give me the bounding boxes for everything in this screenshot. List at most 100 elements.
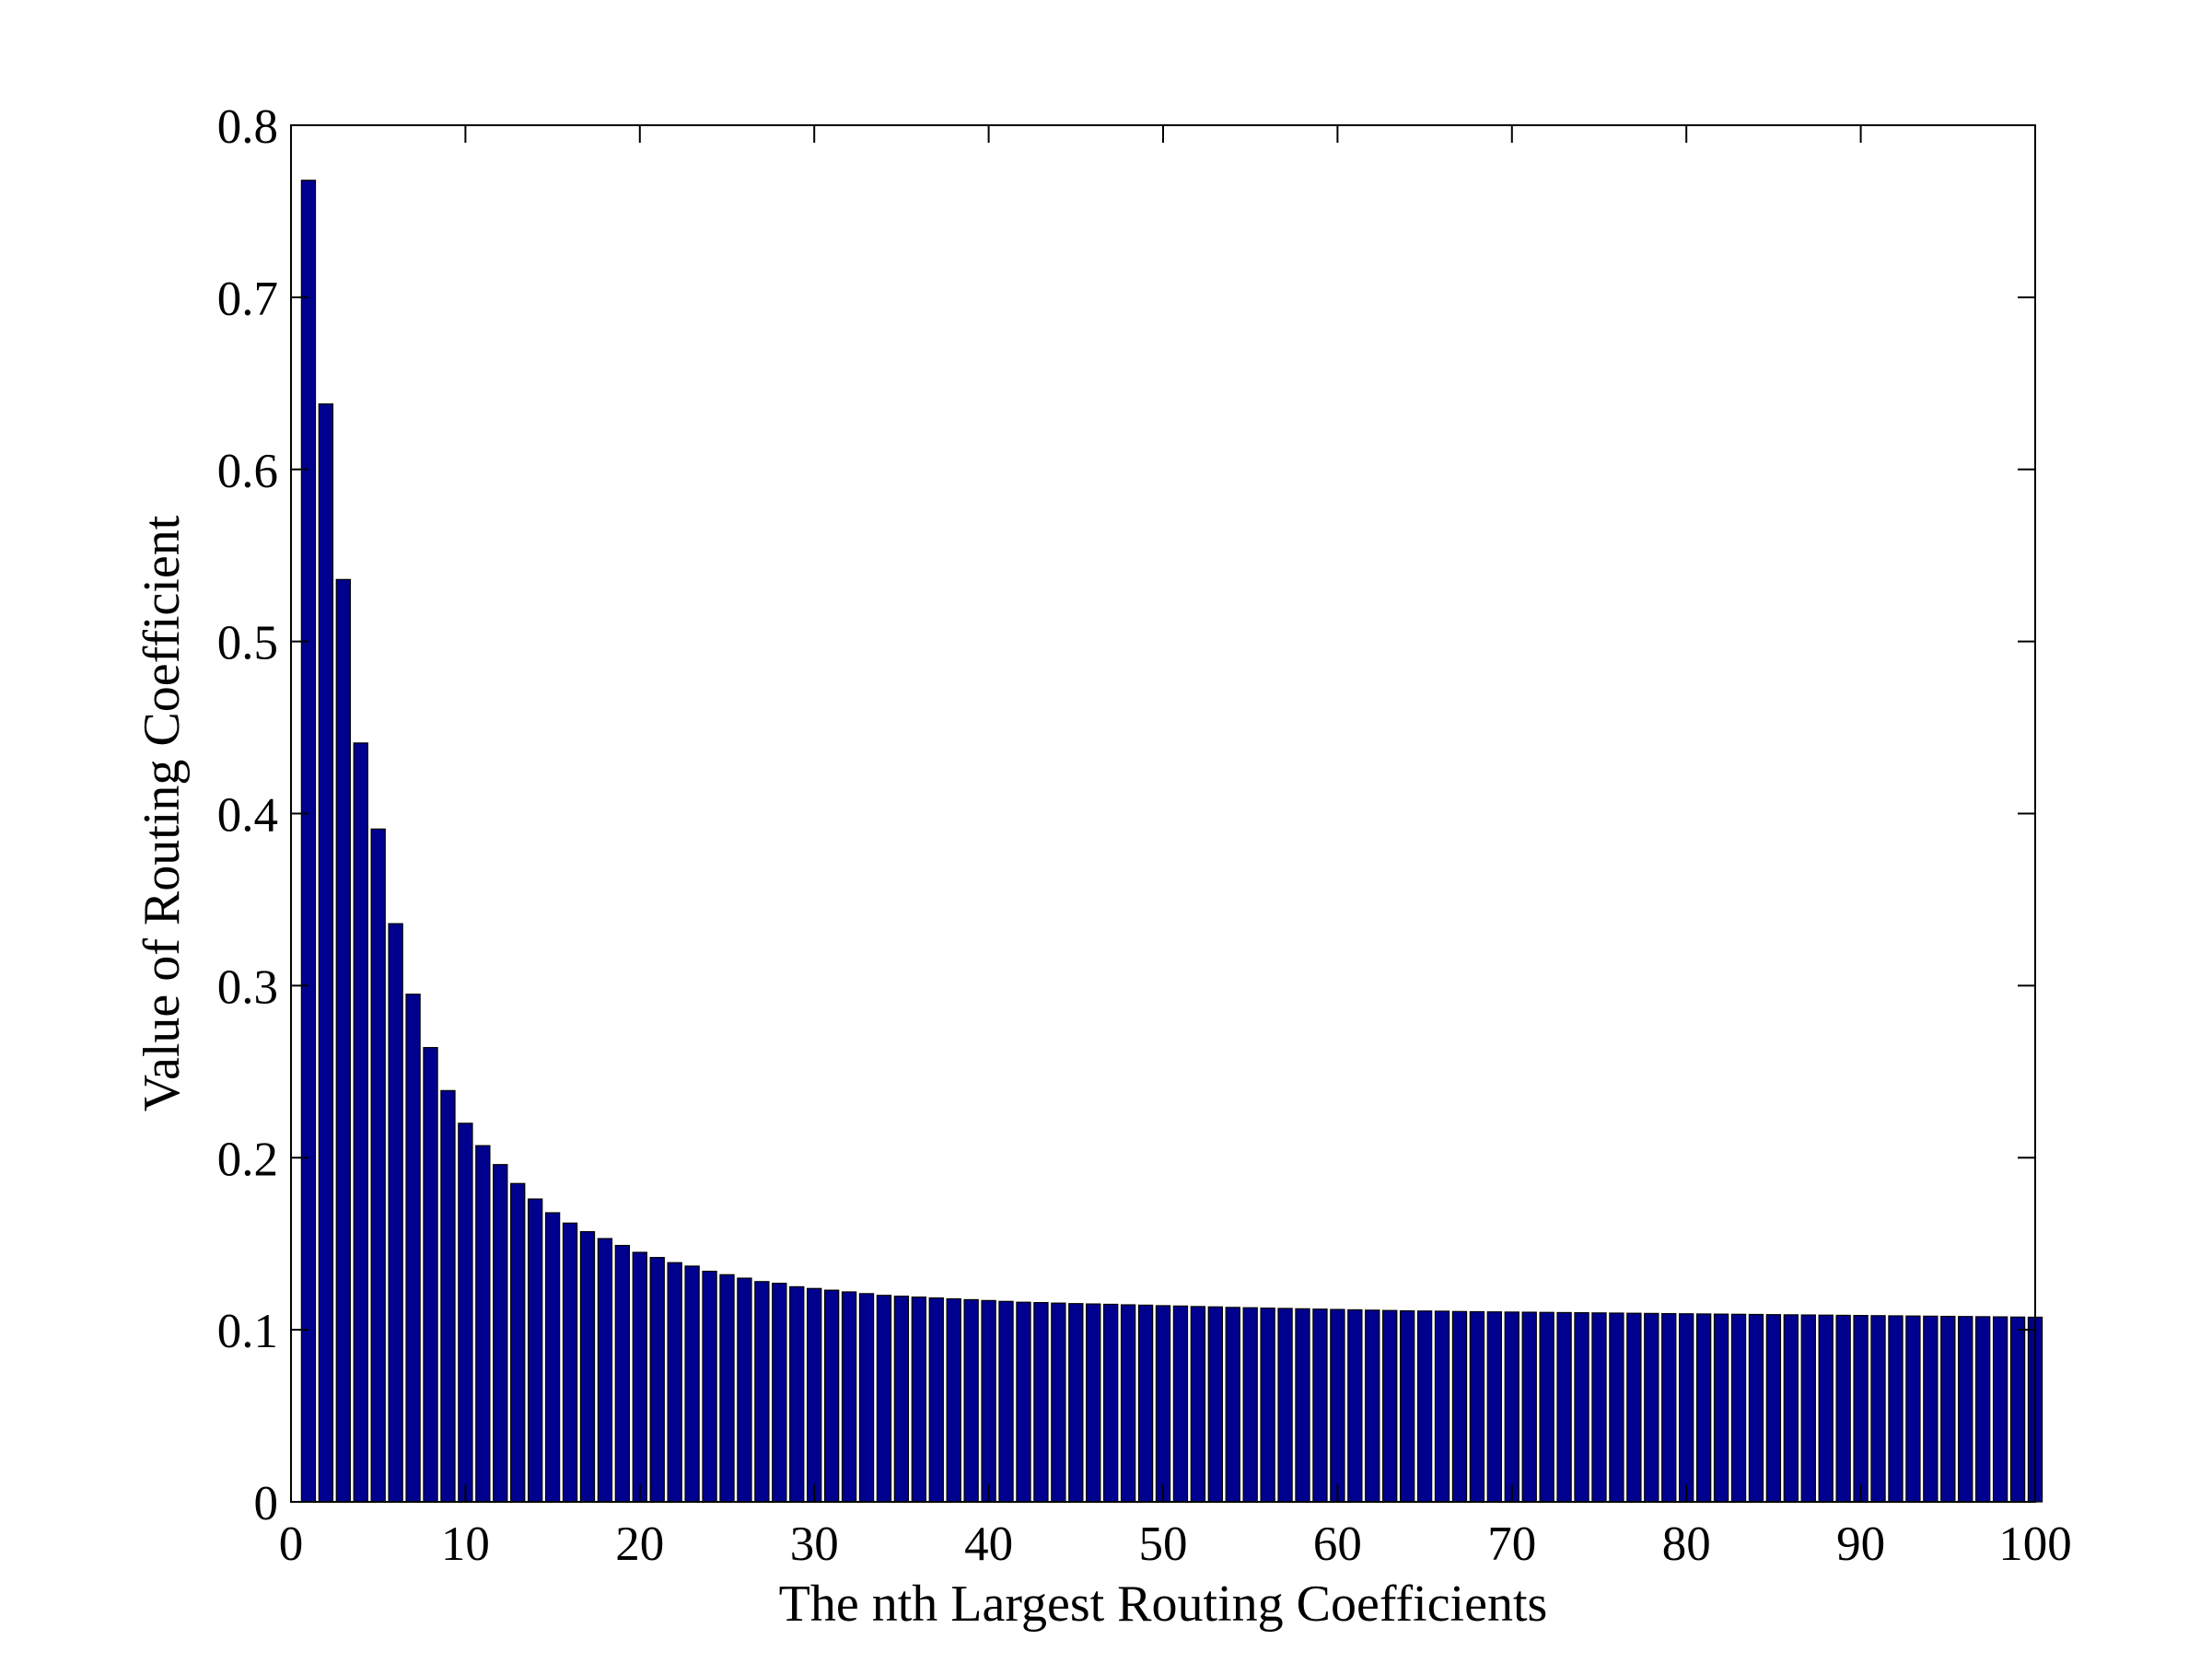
bar [1416,1310,1433,1503]
bar [946,1297,961,1503]
y-tick-label: 0 [254,1477,279,1530]
y-tick-label: 0.7 [217,273,278,326]
x-tick-label: 40 [964,1518,1013,1571]
y-ticks-group: 0 0.1 0.2 0.3 0.4 0.5 0.6 0.7 0.8 [217,100,2035,1530]
bar [1033,1301,1049,1503]
bar [1172,1305,1189,1503]
bar [667,1262,682,1503]
bar [579,1231,596,1503]
bar [1661,1312,1677,1503]
bar [300,180,317,1503]
bar [458,1122,473,1503]
bar [1312,1308,1328,1503]
bar [1975,1316,1991,1503]
bar [1434,1310,1450,1503]
bar [423,1047,438,1503]
bar [841,1291,857,1503]
bar [1086,1303,1101,1503]
bar [1242,1307,1258,1503]
bar [1992,1316,2008,1503]
bar [1295,1308,1310,1503]
bar [493,1164,508,1503]
bar [1190,1306,1206,1503]
bar [772,1283,787,1503]
x-tick-label: 70 [1487,1518,1536,1571]
x-tick-label: 100 [1998,1518,2072,1571]
bar [405,994,421,1503]
bar [1382,1309,1398,1503]
bar [1626,1312,1642,1503]
bar [684,1265,700,1503]
x-tick-label: 80 [1662,1518,1711,1571]
y-tick-label: 0.4 [217,789,278,843]
bar [823,1289,840,1503]
bar [1016,1301,1031,1503]
bar [719,1273,735,1503]
bar [1923,1315,1938,1503]
bar [963,1298,979,1503]
bar [1486,1311,1503,1503]
bar [1591,1312,1607,1503]
bar [911,1297,927,1503]
x-tick-label: 60 [1313,1518,1362,1571]
bar [562,1222,578,1503]
bar [754,1281,770,1503]
bar [1574,1312,1589,1503]
bar [1469,1310,1485,1503]
bar [1713,1313,1729,1503]
bar [1451,1310,1468,1503]
bar [597,1238,613,1503]
x-ticks-group: 0 10 20 30 40 50 60 70 80 90 100 [279,125,2072,1571]
bar [1137,1304,1154,1503]
bar [1102,1303,1119,1503]
bar [544,1212,561,1503]
bar [1853,1315,1869,1503]
bar [1155,1305,1171,1503]
bar [614,1244,631,1503]
bar [1730,1313,1747,1503]
bar [1783,1314,1799,1503]
bar [1521,1311,1537,1503]
y-tick-label: 0.2 [217,1133,278,1186]
bar [998,1300,1014,1503]
bar [893,1296,910,1503]
bar [876,1295,892,1503]
y-tick-label: 0.3 [217,960,278,1014]
x-tick-label: 90 [1836,1518,1885,1571]
bar [1748,1313,1764,1503]
bar [1347,1308,1363,1503]
bar [702,1270,717,1503]
bar [1260,1307,1275,1503]
bar [1905,1315,1921,1503]
bar [370,828,386,1503]
bar [353,742,368,1503]
bar [1225,1307,1240,1503]
bar [1818,1314,1834,1503]
bar [2009,1316,2026,1503]
y-tick-label: 0.8 [217,100,278,154]
bar [1539,1311,1554,1503]
bar [1051,1302,1066,1503]
bar [1644,1312,1659,1503]
bar [632,1251,647,1503]
y-axis-label: Value of Routing Coefficient [134,515,191,1111]
bar [1679,1313,1694,1503]
x-tick-label: 50 [1139,1518,1188,1571]
y-tick-label: 0.1 [217,1305,278,1358]
bar [789,1285,805,1503]
y-tick-label: 0.6 [217,445,278,498]
bar [807,1287,822,1503]
bar [981,1299,996,1503]
x-tick-label: 20 [615,1518,664,1571]
bar [1504,1311,1519,1503]
x-tick-label: 30 [790,1518,839,1571]
bar [1870,1315,1886,1503]
bar [1556,1311,1572,1503]
bar [510,1182,526,1503]
bar [928,1297,944,1503]
bar [1695,1313,1712,1503]
bar [1888,1315,1903,1503]
bar [1609,1312,1624,1503]
